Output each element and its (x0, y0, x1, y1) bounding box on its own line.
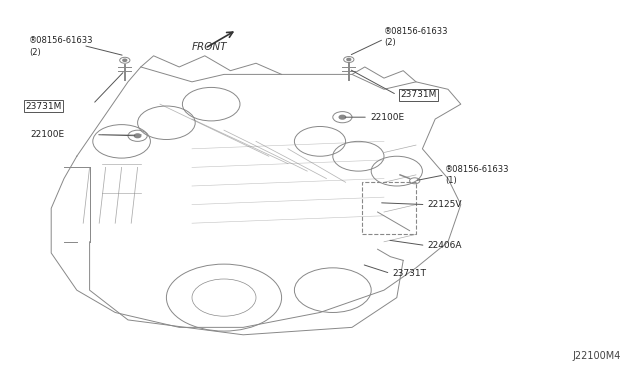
Text: J22100M4: J22100M4 (572, 351, 621, 361)
Circle shape (134, 134, 141, 138)
Text: ®08156-61633
(1): ®08156-61633 (1) (445, 165, 509, 185)
Text: 23731T: 23731T (392, 269, 426, 278)
Text: 23731M: 23731M (400, 90, 436, 99)
Text: 22406A: 22406A (428, 241, 462, 250)
Text: 23731M: 23731M (26, 102, 62, 110)
Text: ®08156-61633
(2): ®08156-61633 (2) (384, 27, 449, 47)
Text: 22100E: 22100E (370, 113, 404, 122)
Circle shape (347, 58, 351, 61)
Text: 22100E: 22100E (30, 130, 64, 139)
Text: 22125V: 22125V (428, 200, 462, 209)
Text: ®08156-61633
(2): ®08156-61633 (2) (29, 36, 93, 57)
Circle shape (339, 115, 346, 119)
Circle shape (123, 59, 127, 61)
Text: FRONT: FRONT (192, 42, 227, 52)
